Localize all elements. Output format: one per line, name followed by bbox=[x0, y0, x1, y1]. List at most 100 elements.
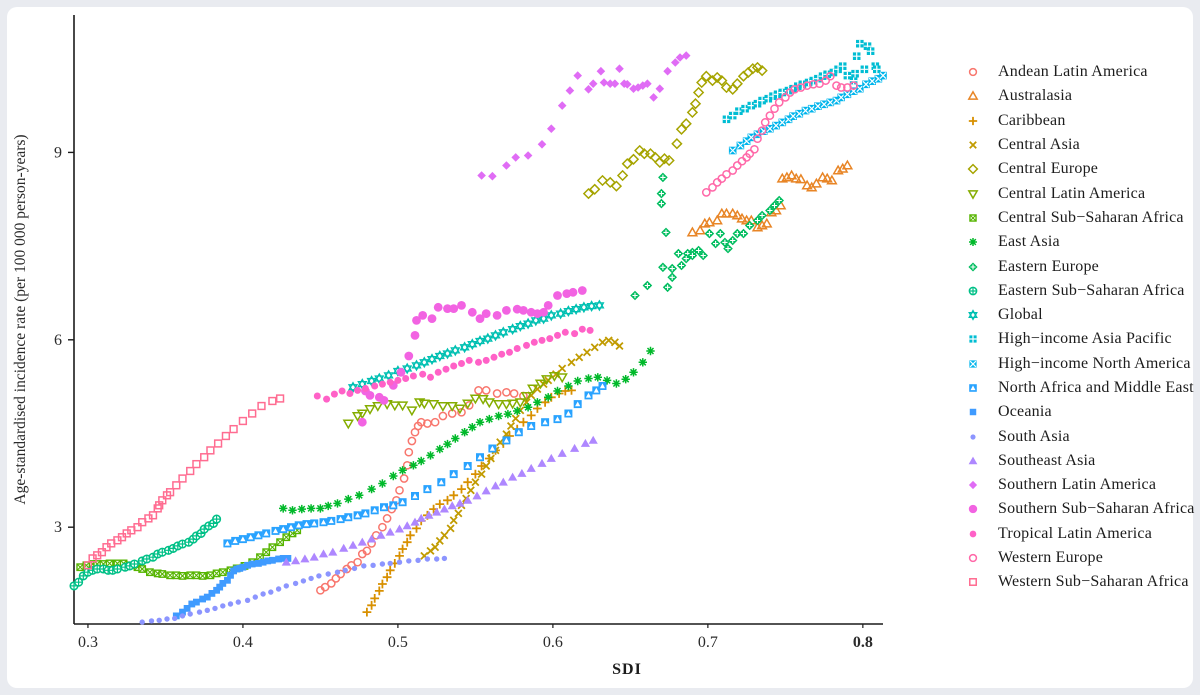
data-point bbox=[649, 93, 658, 102]
data-point bbox=[418, 311, 428, 320]
data-point bbox=[316, 504, 325, 513]
data-point bbox=[389, 401, 401, 412]
data-point bbox=[97, 548, 107, 557]
data-point bbox=[701, 188, 711, 197]
data-point bbox=[309, 552, 319, 561]
scatter-plot-area: 3 6 9 0.3 0.4 0.5 0.6 0.7 0.8 Age-standardised in… bbox=[12, 15, 887, 678]
data-point bbox=[284, 555, 292, 562]
data-point bbox=[841, 159, 854, 170]
data-point bbox=[482, 461, 491, 471]
data-point bbox=[715, 228, 726, 239]
legend-item-eastern-sub-saharan-africa: Eastern Sub−Saharan Africa bbox=[950, 279, 1200, 303]
data-point bbox=[394, 376, 402, 384]
data-point bbox=[807, 104, 816, 113]
data-point bbox=[382, 572, 392, 582]
data-point bbox=[172, 571, 181, 580]
data-point bbox=[379, 396, 389, 405]
data-point bbox=[346, 390, 354, 397]
data-point bbox=[374, 586, 384, 596]
central-latin-america-marker-icon bbox=[965, 185, 981, 203]
data-point bbox=[661, 227, 671, 238]
x-tick-label: 0.7 bbox=[698, 634, 718, 651]
data-point bbox=[821, 76, 831, 85]
data-point bbox=[498, 477, 508, 486]
data-point bbox=[367, 534, 377, 543]
data-point bbox=[849, 76, 858, 85]
data-point bbox=[366, 375, 377, 387]
data-point bbox=[825, 71, 835, 81]
data-point bbox=[616, 169, 629, 182]
data-point bbox=[443, 495, 452, 505]
data-point bbox=[466, 486, 475, 495]
data-point bbox=[434, 556, 440, 562]
data-point bbox=[598, 338, 607, 347]
data-point bbox=[728, 166, 738, 175]
data-point bbox=[488, 171, 497, 181]
legend-label: Australasia bbox=[998, 87, 1073, 105]
legend-item-central-europe: Central Europe bbox=[950, 157, 1200, 181]
data-point bbox=[227, 571, 234, 579]
legend-label: North Africa and Middle East bbox=[998, 379, 1194, 396]
y-axis-title: Age-standardised incidence rate (per 100… bbox=[12, 134, 29, 504]
data-point bbox=[427, 400, 440, 411]
data-point bbox=[580, 438, 590, 447]
data-point bbox=[539, 307, 548, 317]
data-point bbox=[623, 80, 632, 89]
data-point bbox=[378, 522, 387, 532]
data-point bbox=[192, 459, 201, 469]
data-point bbox=[588, 435, 598, 444]
data-point bbox=[287, 523, 295, 532]
data-point bbox=[427, 373, 434, 381]
data-point bbox=[455, 498, 465, 507]
data-point bbox=[451, 434, 460, 443]
data-point bbox=[254, 531, 263, 540]
legend-label: Western Sub−Saharan Africa bbox=[998, 573, 1189, 591]
data-point bbox=[564, 409, 573, 418]
legend-label: Andean Latin America bbox=[998, 63, 1148, 81]
legend-label: South Asia bbox=[998, 427, 1070, 445]
data-point bbox=[602, 376, 612, 385]
data-point bbox=[838, 62, 847, 71]
data-point bbox=[404, 351, 414, 361]
legend-label: Southern Latin America bbox=[998, 476, 1157, 494]
data-point bbox=[488, 444, 497, 453]
data-point bbox=[450, 344, 461, 357]
x-axis-title: SDI bbox=[612, 661, 642, 678]
data-point bbox=[411, 492, 419, 500]
data-point bbox=[292, 580, 299, 587]
data-point bbox=[353, 511, 362, 520]
legend-item-southeast-asia: Southeast Asia bbox=[950, 449, 1200, 473]
data-point bbox=[192, 571, 201, 580]
data-point bbox=[570, 443, 580, 452]
data-point bbox=[513, 345, 521, 352]
data-point bbox=[416, 417, 426, 427]
data-point bbox=[424, 556, 431, 562]
data-point bbox=[362, 607, 372, 617]
data-point bbox=[423, 485, 432, 494]
data-point bbox=[339, 543, 349, 552]
data-point bbox=[362, 546, 372, 556]
data-point bbox=[323, 395, 331, 403]
data-point bbox=[410, 517, 420, 526]
x-tick-label: 0.8 bbox=[853, 634, 873, 651]
data-point bbox=[634, 144, 646, 157]
data-point bbox=[262, 529, 271, 538]
legend-item-high-income-asia-pacific: High−income Asia Pacific bbox=[950, 327, 1200, 351]
data-point bbox=[357, 417, 367, 427]
data-point bbox=[438, 411, 448, 421]
data-point bbox=[738, 228, 749, 239]
legend-label: Western Europe bbox=[998, 549, 1104, 567]
data-point bbox=[306, 504, 316, 513]
data-point bbox=[629, 368, 638, 377]
data-point bbox=[747, 63, 759, 75]
data-point bbox=[638, 358, 647, 367]
data-point bbox=[252, 594, 258, 600]
data-point bbox=[546, 335, 554, 343]
data-point bbox=[676, 260, 687, 271]
data-point bbox=[334, 569, 341, 575]
data-point bbox=[406, 406, 418, 417]
series-oceania bbox=[172, 555, 292, 620]
data-point bbox=[148, 618, 155, 624]
data-point bbox=[530, 314, 541, 327]
data-point bbox=[658, 172, 668, 183]
